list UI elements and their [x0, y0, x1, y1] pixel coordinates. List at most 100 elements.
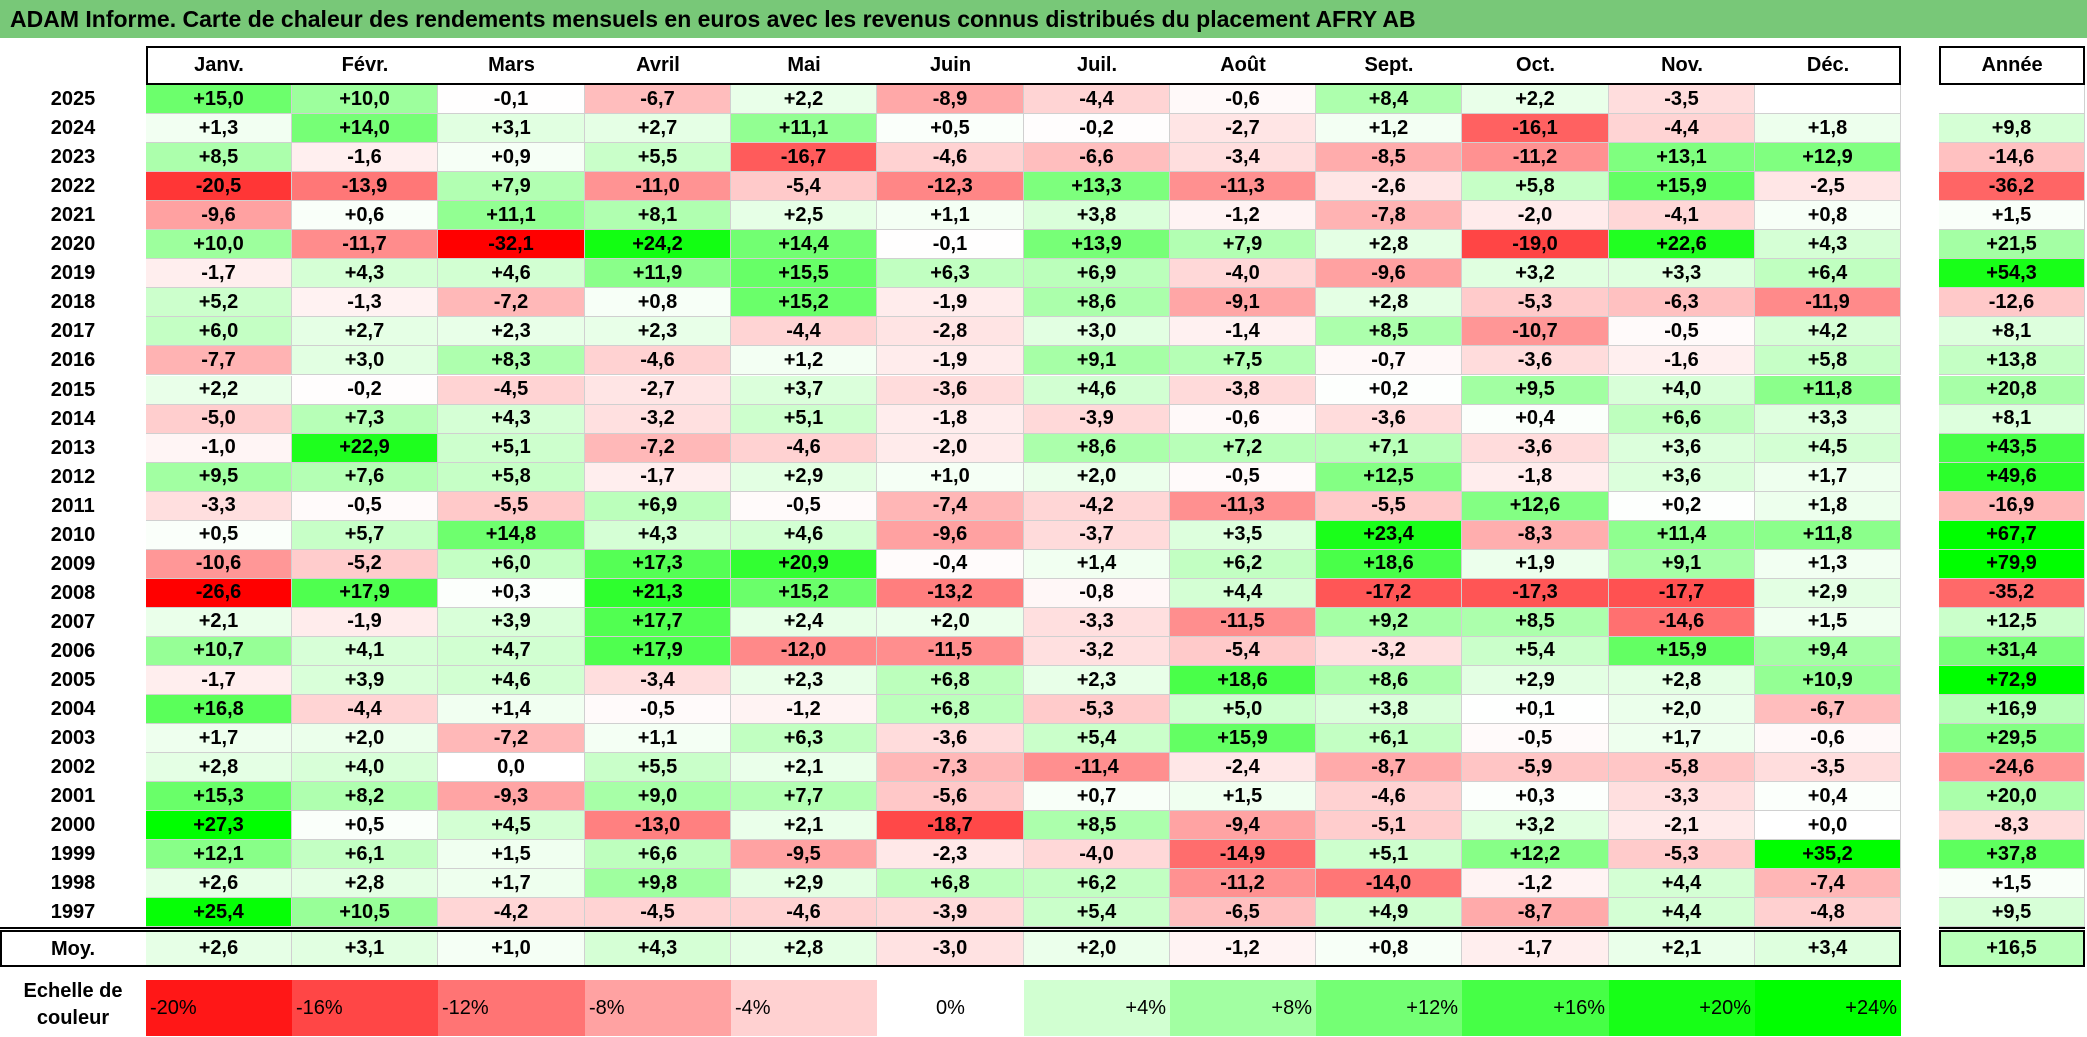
color-scale-step: -8%	[585, 980, 731, 1036]
year-label: 2004	[50, 698, 96, 721]
heatmap-cell: +6,6	[1609, 404, 1755, 434]
annual-cell: +8,1	[1939, 404, 2085, 434]
heatmap-cell: -5,4	[731, 172, 877, 202]
heatmap-cell: -3,5	[1609, 85, 1755, 115]
heatmap-cell: +5,1	[1316, 840, 1462, 870]
annual-cell: +54,3	[1939, 259, 2085, 289]
heatmap-cell: -3,6	[1462, 346, 1609, 376]
average-cell: -3,0	[877, 932, 1024, 966]
heatmap-cell: +1,3	[1755, 549, 1901, 579]
heatmap-cell: +14,0	[292, 114, 438, 144]
average-cell: +2,1	[1609, 932, 1755, 966]
annual-cell: +1,5	[1939, 869, 2085, 899]
heatmap-cell: +2,0	[1024, 462, 1170, 492]
month-header: Nov.	[1661, 53, 1703, 76]
heatmap-cell: -3,4	[1170, 143, 1316, 173]
heatmap-cell: +3,5	[1170, 520, 1316, 550]
data-body-bottom-rule-annual	[1939, 927, 2085, 930]
heatmap-cell: +23,4	[1316, 520, 1462, 550]
heatmap-cell: +1,8	[1755, 114, 1901, 144]
heatmap-cell: +8,1	[585, 201, 731, 231]
heatmap-cell: -7,3	[877, 753, 1024, 783]
heatmap-cell: +2,1	[731, 753, 877, 783]
heatmap-cell: -4,1	[1609, 201, 1755, 231]
annual-cell: +20,0	[1939, 782, 2085, 812]
year-label: 2020	[50, 233, 96, 256]
heatmap-cell: -0,6	[1170, 85, 1316, 115]
heatmap-cell: +0,9	[438, 143, 585, 173]
heatmap-cell: -4,5	[585, 898, 731, 928]
year-label: 2007	[50, 610, 96, 633]
heatmap-cell: +0,5	[146, 520, 292, 550]
heatmap-cell: +2,8	[146, 753, 292, 783]
heatmap-cell: +6,8	[877, 666, 1024, 696]
heatmap-cell: +25,4	[146, 898, 292, 928]
heatmap-cell: +4,4	[1609, 898, 1755, 928]
heatmap-cell: +1,0	[877, 462, 1024, 492]
heatmap-cell: -16,7	[731, 143, 877, 173]
annual-cell: -36,2	[1939, 172, 2085, 202]
annual-cell: +1,5	[1939, 201, 2085, 231]
heatmap-cell: -5,5	[1316, 491, 1462, 521]
color-scale-step: 0%	[877, 980, 1024, 1036]
heatmap-cell: -3,4	[585, 666, 731, 696]
heatmap-cell: +3,6	[1609, 462, 1755, 492]
month-header: Déc.	[1806, 53, 1850, 76]
annual-cell: +67,7	[1939, 520, 2085, 550]
heatmap-cell: +8,6	[1316, 666, 1462, 696]
heatmap-cell: +4,5	[438, 811, 585, 841]
heatmap-cell: -2,4	[1170, 753, 1316, 783]
heatmap-cell: +6,1	[1316, 724, 1462, 754]
heatmap-cell: -7,2	[438, 288, 585, 318]
heatmap-cell: -7,4	[877, 491, 1024, 521]
heatmap-cell: +14,8	[438, 520, 585, 550]
heatmap-cell: -11,3	[1170, 172, 1316, 202]
average-cell: +3,4	[1755, 932, 1901, 966]
heatmap-cell: -5,6	[877, 782, 1024, 812]
year-label: 2002	[50, 756, 96, 779]
heatmap-cell: -1,7	[146, 259, 292, 289]
heatmap-cell: +6,6	[585, 840, 731, 870]
heatmap-cell: -4,4	[1609, 114, 1755, 144]
heatmap-cell: -13,9	[292, 172, 438, 202]
heatmap-cell: -3,3	[146, 491, 292, 521]
heatmap-cell: +3,6	[1609, 433, 1755, 463]
heatmap-cell: -5,3	[1462, 288, 1609, 318]
heatmap-cell: +2,2	[146, 375, 292, 405]
heatmap-cell: +2,3	[585, 317, 731, 347]
heatmap-cell: +5,8	[1462, 172, 1609, 202]
heatmap-cell: +1,1	[877, 201, 1024, 231]
heatmap-cell: +27,3	[146, 811, 292, 841]
heatmap-cell: -0,5	[731, 491, 877, 521]
heatmap-cell: +3,1	[438, 114, 585, 144]
heatmap-cell: +8,5	[1316, 317, 1462, 347]
heatmap-cell: +12,5	[1316, 462, 1462, 492]
heatmap-cell: -8,7	[1316, 753, 1462, 783]
heatmap-cell: +0,1	[1462, 695, 1609, 725]
year-label: 2010	[50, 523, 96, 546]
heatmap-cell: +2,9	[731, 869, 877, 899]
heatmap-cell: -3,2	[585, 404, 731, 434]
heatmap-cell: -1,0	[146, 433, 292, 463]
heatmap-cell: +9,4	[1755, 636, 1901, 666]
year-label: 2025	[50, 88, 96, 111]
heatmap-cell: -3,6	[1462, 433, 1609, 463]
heatmap-cell: +4,0	[292, 753, 438, 783]
heatmap-cell: -2,8	[877, 317, 1024, 347]
heatmap-cell: +6,0	[438, 549, 585, 579]
heatmap-cell: +2,7	[292, 317, 438, 347]
heatmap-cell: +0,8	[585, 288, 731, 318]
heatmap-cell: -1,9	[877, 288, 1024, 318]
heatmap-cell: +5,7	[292, 520, 438, 550]
heatmap-cell: -1,2	[731, 695, 877, 725]
heatmap-cell: -4,8	[1755, 898, 1901, 928]
heatmap-cell: +35,2	[1755, 840, 1901, 870]
heatmap-cell: -11,5	[877, 636, 1024, 666]
heatmap-cell: +2,1	[731, 811, 877, 841]
heatmap-cell	[1755, 85, 1901, 115]
heatmap-cell: +15,2	[731, 288, 877, 318]
heatmap-cell: -8,3	[1462, 520, 1609, 550]
heatmap-cell: +2,9	[1462, 666, 1609, 696]
heatmap-cell: +2,8	[292, 869, 438, 899]
heatmap-cell: +9,1	[1609, 549, 1755, 579]
